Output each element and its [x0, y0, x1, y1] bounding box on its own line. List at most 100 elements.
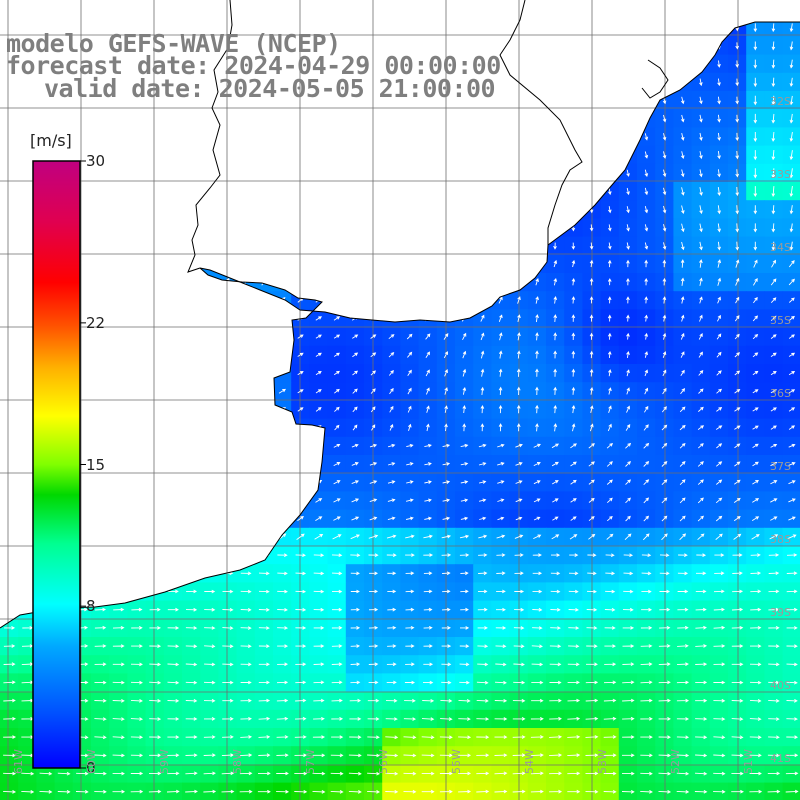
- wind-arrow: [406, 462, 414, 466]
- wind-arrow: [278, 388, 287, 394]
- wind-arrow: [789, 168, 794, 179]
- wind-arrow: [313, 698, 325, 703]
- wind-arrow: [717, 151, 721, 160]
- wind-arrow: [603, 771, 617, 776]
- wind-arrow: [479, 516, 487, 521]
- wind-arrow: [276, 716, 289, 721]
- wind-arrow: [788, 334, 795, 339]
- wind-arrow: [3, 644, 16, 648]
- wind-arrow: [699, 259, 703, 268]
- wind-arrow: [750, 589, 762, 594]
- wind-arrow: [533, 480, 541, 485]
- wind-arrow: [680, 114, 685, 123]
- wind-arrow: [444, 423, 448, 432]
- wind-arrow: [352, 424, 358, 431]
- longitude-label: 52W: [669, 749, 682, 774]
- longitude-label: 57W: [304, 749, 317, 774]
- wind-arrow: [662, 296, 667, 304]
- wind-arrow: [458, 699, 471, 703]
- wind-arrow: [567, 716, 581, 721]
- wind-arrow: [734, 407, 741, 412]
- wind-arrow: [112, 753, 125, 758]
- wind-arrow: [532, 607, 543, 612]
- wind-arrow: [680, 351, 685, 358]
- wind-arrow: [732, 571, 743, 576]
- wind-arrow: [694, 771, 708, 776]
- wind-arrow: [333, 370, 340, 376]
- wind-arrow: [443, 351, 448, 359]
- wind-arrow: [551, 461, 559, 467]
- wind-arrow: [515, 462, 523, 466]
- wind-arrow: [771, 77, 776, 88]
- wind-arrow: [641, 607, 653, 612]
- wind-arrow: [549, 644, 562, 649]
- wind-arrow: [677, 589, 689, 594]
- wind-arrow: [512, 789, 526, 794]
- wind-arrow: [752, 498, 760, 503]
- wind-arrow: [717, 259, 722, 268]
- wind-arrow: [276, 789, 290, 794]
- wind-arrow: [716, 443, 723, 449]
- wind-arrow: [385, 698, 398, 703]
- wind-arrow: [387, 589, 397, 594]
- wind-arrow: [679, 515, 686, 522]
- wind-arrow: [517, 296, 521, 304]
- wind-arrow: [553, 332, 558, 341]
- wind-arrow: [112, 735, 125, 740]
- wind-arrow: [749, 662, 762, 667]
- wind-arrow: [717, 60, 721, 68]
- wind-arrow: [403, 789, 417, 794]
- wind-arrow: [698, 333, 703, 340]
- wind-arrow: [717, 205, 721, 215]
- wind-arrow: [368, 680, 379, 685]
- wind-arrow: [658, 698, 671, 703]
- wind-arrow: [313, 589, 325, 594]
- wind-arrow: [425, 333, 431, 340]
- wind-arrow: [568, 626, 580, 630]
- wind-arrow: [239, 789, 253, 794]
- wind-arrow: [296, 533, 305, 540]
- wind-arrow: [768, 644, 780, 648]
- wind-arrow: [240, 735, 253, 739]
- wind-arrow: [571, 277, 576, 286]
- wind-arrow: [333, 352, 340, 357]
- wind-arrow: [589, 368, 594, 377]
- wind-arrow: [421, 789, 435, 794]
- wind-arrow: [625, 442, 632, 449]
- wind-arrow: [788, 498, 796, 503]
- wind-arrow: [149, 753, 162, 758]
- wind-arrow: [458, 717, 471, 721]
- wind-arrow: [681, 223, 685, 233]
- wind-arrow: [424, 498, 432, 503]
- wind-arrow: [315, 498, 323, 503]
- wind-arrow: [387, 607, 397, 612]
- wind-arrow: [589, 423, 594, 432]
- wind-arrow: [640, 735, 653, 739]
- wind-arrow: [553, 423, 558, 432]
- wind-arrow: [770, 352, 777, 357]
- wind-arrow: [130, 753, 144, 758]
- wind-arrow: [351, 443, 359, 448]
- wind-arrow: [424, 480, 432, 484]
- wind-arrow: [625, 423, 631, 431]
- wind-arrow: [385, 790, 399, 794]
- wind-arrow: [57, 771, 71, 776]
- wind-arrow: [662, 133, 667, 141]
- latitude-label: 39S: [770, 606, 791, 619]
- wind-arrow: [333, 480, 341, 485]
- wind-arrow: [549, 680, 562, 685]
- wind-arrow: [749, 735, 762, 740]
- wind-arrow: [644, 151, 649, 159]
- wind-arrow: [439, 753, 453, 758]
- wind-arrow: [367, 771, 381, 776]
- wind-arrow: [752, 407, 759, 412]
- wind-arrow: [167, 680, 180, 685]
- wind-arrow: [788, 480, 796, 485]
- wind-arrow: [662, 114, 667, 123]
- wind-arrow: [717, 241, 721, 251]
- wind-arrow: [221, 789, 235, 794]
- wind-arrow: [460, 462, 469, 466]
- wind-arrow: [680, 388, 686, 395]
- wind-arrow: [167, 771, 180, 776]
